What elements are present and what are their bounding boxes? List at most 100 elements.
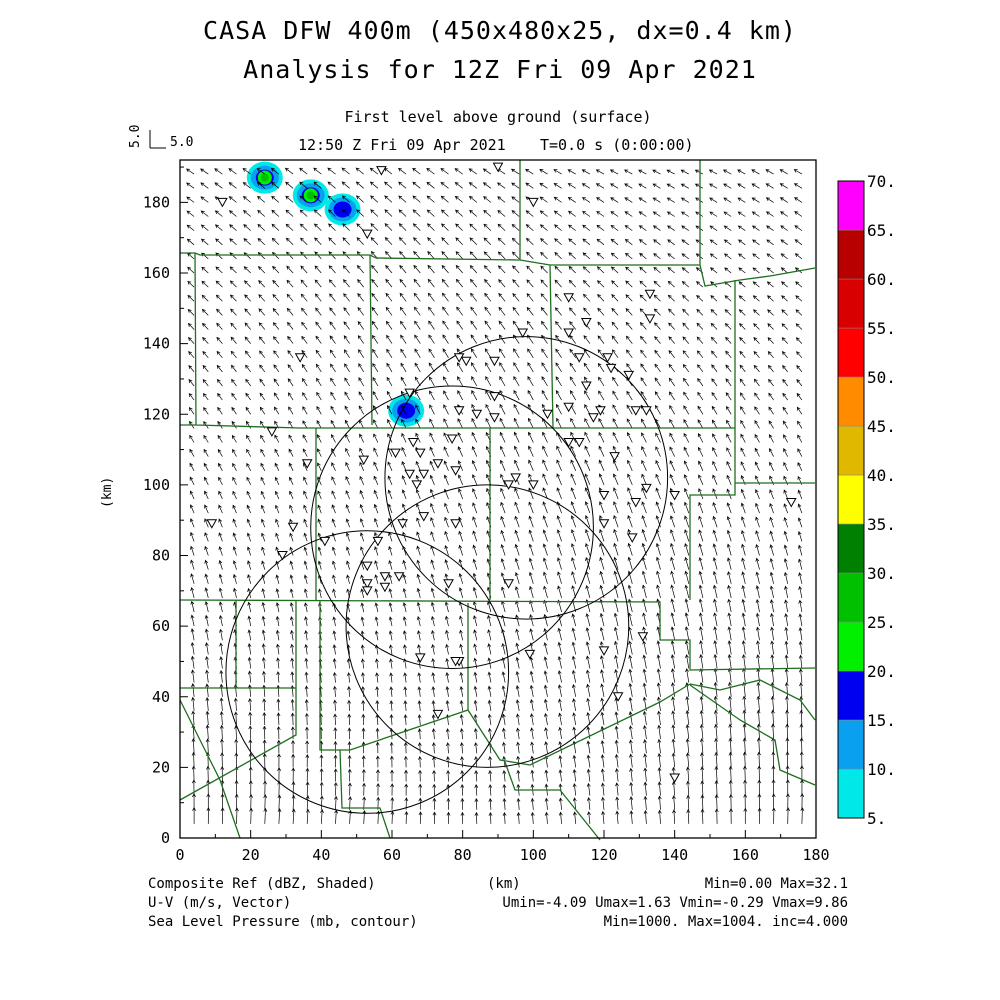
wind-vector — [275, 532, 280, 542]
wind-vector — [656, 682, 661, 697]
wind-vector — [572, 712, 577, 726]
wind-vector — [413, 292, 421, 302]
wind-vector — [373, 461, 379, 471]
wind-vector — [454, 182, 463, 189]
radar-range-rings — [225, 336, 669, 814]
wind-vector — [728, 779, 733, 796]
wind-vector — [217, 434, 223, 443]
wind-vector — [653, 308, 661, 316]
wind-vector — [595, 183, 605, 189]
wind-vector — [344, 391, 350, 401]
wind-vector — [656, 640, 661, 655]
wind-vector — [585, 613, 591, 627]
wind-vector — [446, 811, 451, 824]
wind-vector — [684, 584, 690, 598]
wind-vector — [683, 487, 690, 500]
wind-vector — [426, 223, 435, 231]
wind-vector — [770, 668, 775, 683]
wind-vector — [371, 292, 379, 302]
wind-vector — [456, 334, 463, 344]
wind-vector — [639, 252, 647, 260]
wind-vector — [320, 809, 324, 824]
wind-vector — [610, 183, 619, 189]
wind-vector — [440, 168, 449, 175]
wind-vector — [671, 795, 676, 810]
wind-vector — [513, 389, 520, 401]
wind-vector — [711, 391, 718, 401]
wind-vector — [471, 431, 478, 443]
wind-vector — [220, 752, 225, 768]
wind-vector — [513, 403, 520, 415]
wind-vector — [415, 432, 421, 443]
wind-vector — [415, 489, 421, 500]
wind-vector — [726, 529, 732, 542]
wind-vector — [681, 267, 690, 274]
wind-vector — [498, 292, 506, 302]
wind-vector — [571, 557, 577, 570]
wind-vector — [627, 473, 633, 486]
wind-vector — [672, 809, 676, 824]
wind-vector — [374, 602, 379, 613]
station-marker — [644, 289, 656, 300]
wind-vector — [596, 197, 605, 203]
wind-vector — [555, 376, 562, 387]
wind-vector — [304, 712, 309, 726]
wind-vector — [723, 183, 732, 189]
wind-vector — [387, 489, 393, 500]
wind-vector — [299, 167, 308, 175]
wind-vector — [782, 378, 788, 387]
wind-vector — [724, 309, 732, 316]
wind-vector — [584, 501, 591, 514]
station-marker — [404, 469, 416, 480]
wind-vector — [754, 433, 760, 443]
wind-vector — [401, 475, 407, 486]
wind-vector — [570, 529, 577, 542]
wind-vector — [699, 738, 704, 754]
wind-vector — [229, 280, 237, 288]
wind-vector — [273, 350, 280, 359]
wind-vector — [214, 210, 223, 217]
wind-vector — [726, 543, 732, 556]
wind-vector — [544, 741, 549, 754]
wind-vector — [723, 225, 732, 231]
wind-vector — [626, 404, 633, 415]
wind-vector — [317, 504, 322, 514]
wind-vector — [513, 348, 520, 358]
wind-vector — [386, 334, 393, 344]
wind-vector — [304, 699, 309, 711]
wind-vector — [234, 793, 239, 810]
station-marker — [612, 692, 624, 702]
wind-vector — [712, 433, 718, 443]
wind-vector — [415, 503, 421, 514]
wind-vector — [187, 308, 195, 316]
wind-vector — [290, 698, 295, 711]
wind-vector — [738, 281, 746, 288]
wind-vector — [289, 588, 294, 598]
wind-vector — [206, 793, 211, 810]
wind-vector — [714, 794, 719, 810]
wind-vector — [570, 543, 577, 556]
wind-vector — [798, 599, 803, 613]
wind-vector — [769, 544, 774, 556]
wind-vector — [724, 267, 732, 274]
wind-vector — [217, 420, 223, 429]
wind-vector — [200, 210, 209, 217]
wind-vector — [783, 489, 789, 500]
wind-vector — [528, 543, 534, 556]
wind-vector — [246, 462, 252, 471]
wind-vector — [487, 699, 492, 711]
wind-vector — [638, 225, 647, 231]
wind-vector — [360, 588, 365, 598]
wind-vector — [234, 738, 239, 754]
wind-vector — [726, 474, 732, 486]
wind-vector — [277, 794, 282, 810]
wind-vector — [371, 278, 379, 288]
wind-vector — [483, 196, 492, 203]
station-marker — [595, 406, 606, 416]
wind-vector — [317, 490, 322, 500]
wind-vector — [248, 780, 253, 796]
station-marker — [489, 356, 500, 367]
wind-vector — [330, 377, 336, 387]
wind-vector — [514, 557, 520, 570]
wind-vector — [740, 419, 746, 429]
